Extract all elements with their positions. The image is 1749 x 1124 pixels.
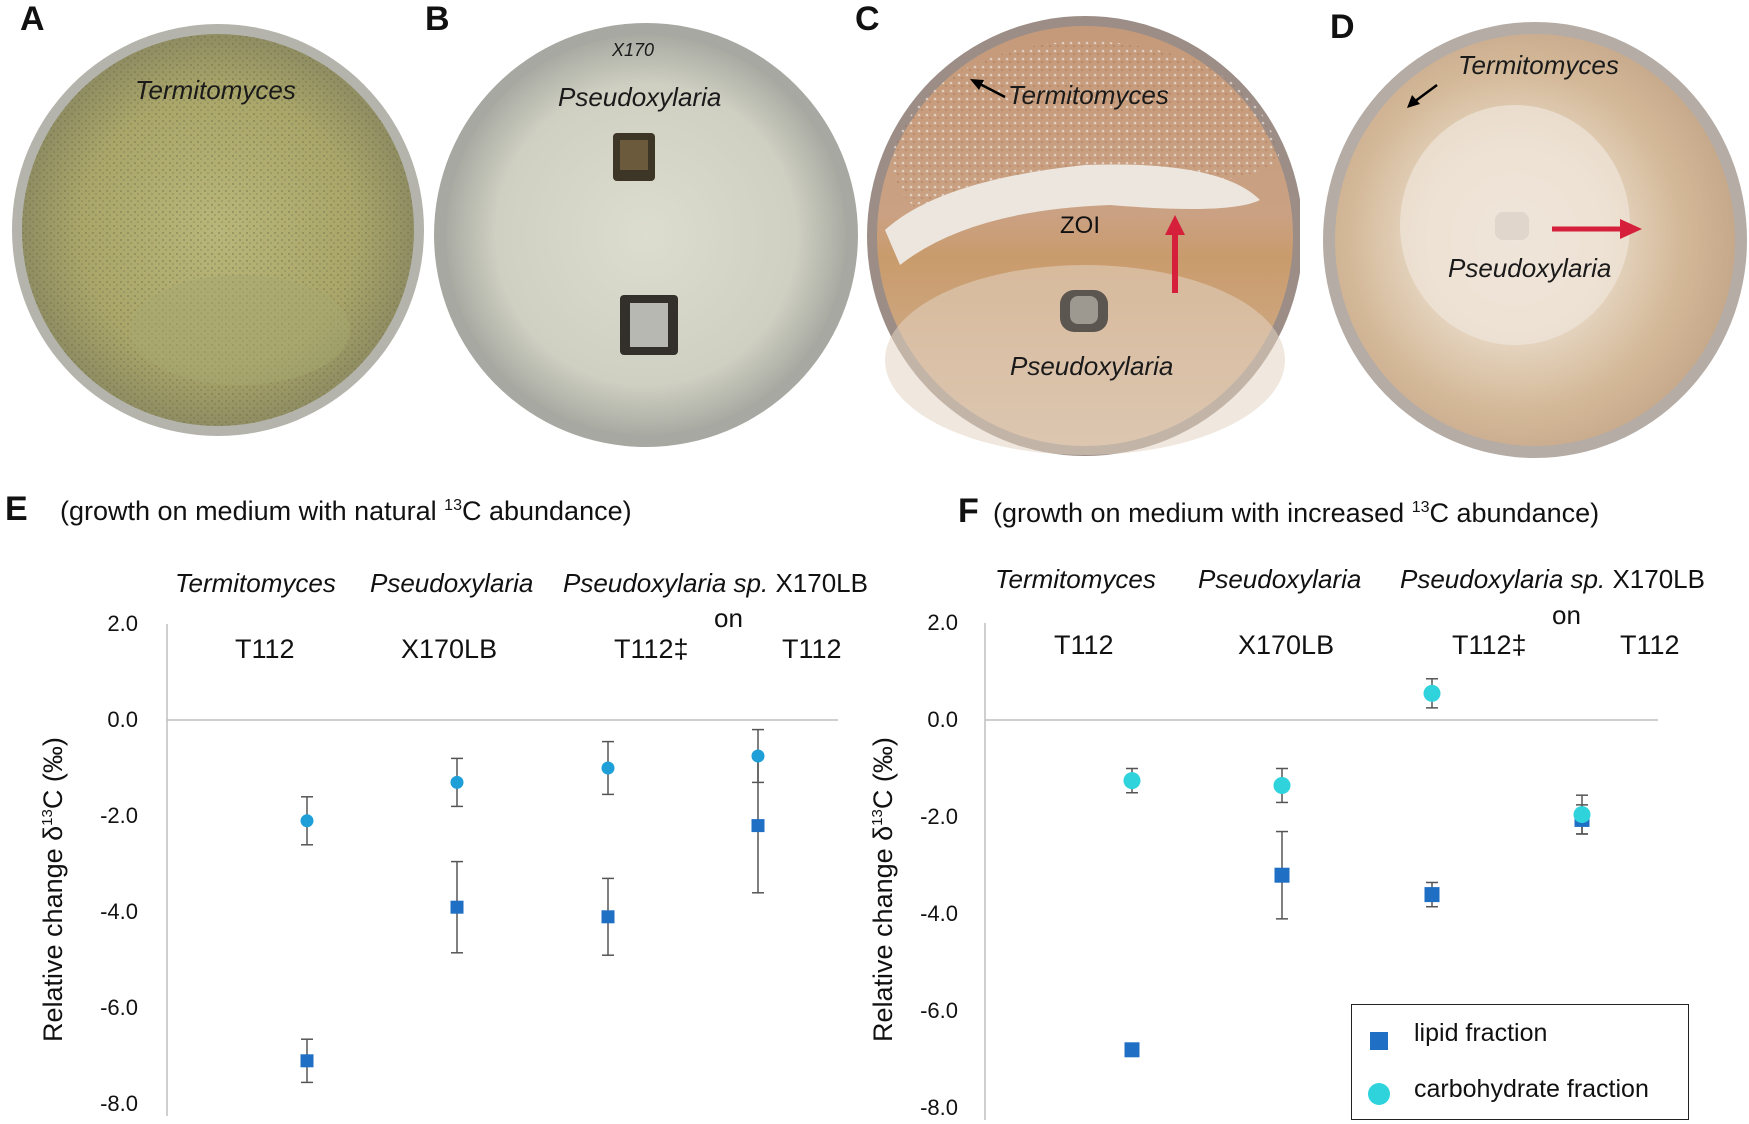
chart-e-ytick-label: 2.0 [107, 611, 138, 636]
chart-e-title: (growth on medium with natural 13C abund… [60, 496, 632, 527]
chart-e-header-on: on [714, 603, 743, 633]
panel-letter-c: C [855, 0, 880, 38]
chart-e-category-3: T112‡ [614, 634, 689, 664]
petri-dish-d [1320, 0, 1749, 470]
chart-e-header-pseudo-sp: Pseudoxylaria sp. X170LB [563, 568, 868, 598]
label-pseudoxylaria-d: Pseudoxylaria [1448, 253, 1612, 283]
legend-lipid-label: lipid fraction [1414, 1019, 1548, 1047]
chart-e-title-prefix: (growth on medium with natural [60, 496, 445, 526]
chart-f-header-pseudoxylaria: Pseudoxylaria [1198, 564, 1362, 594]
chart-f-header-termitomyces: Termitomyces [995, 564, 1156, 594]
chart-f-title-sup: 13 [1411, 499, 1430, 516]
chart-f-title-suffix: C abundance) [1429, 498, 1600, 528]
label-termitomyces-c: Termitomyces [1008, 80, 1169, 110]
chart-f-ytick-label: -2.0 [920, 804, 958, 829]
chart-e-category-2: X170LB [401, 634, 498, 664]
chart-e-header-pseudoxylaria: Pseudoxylaria [370, 568, 534, 598]
chart-e-carbohydrate-point [601, 761, 615, 775]
chart-f-lipid-point [1274, 867, 1290, 883]
panel-letter-b: B [425, 0, 450, 38]
label-termitomyces-d: Termitomyces [1458, 50, 1619, 80]
petri-dish-b [430, 0, 860, 460]
chart-f-ytick-label: -4.0 [920, 901, 958, 926]
label-pseudoxylaria-b: Pseudoxylaria [558, 82, 722, 112]
chart-f-ytick-label: -6.0 [920, 998, 958, 1023]
panel-letter-d: D [1330, 8, 1355, 46]
label-x170-marking: X170 [612, 40, 655, 60]
chart-f-title-prefix: (growth on medium with increased [993, 498, 1412, 528]
panel-letter-a: A [20, 0, 45, 38]
chart-e-carbohydrate-point [450, 775, 464, 789]
legend-lipid-marker [1370, 1032, 1388, 1050]
chart-e-carbohydrate-point [300, 814, 314, 828]
chart-e-ytick-label: 0.0 [107, 707, 138, 732]
chart-f-category-2: X170LB [1238, 630, 1335, 660]
chart-f-lipid-point [1124, 1042, 1140, 1058]
panel-letter-e: E [5, 490, 28, 528]
chart-e-title-sup: 13 [444, 497, 462, 514]
chart-e-title-suffix: C abundance) [461, 496, 632, 526]
chart-e-header-termitomyces: Termitomyces [175, 568, 336, 598]
chart-e-category-4: T112 [782, 634, 842, 664]
chart-e-category-1: T112 [235, 634, 295, 664]
chart-e-ytick-label: -6.0 [100, 995, 138, 1020]
chart-f-ytick-label: -8.0 [920, 1095, 958, 1120]
label-termitomyces-a: Termitomyces [135, 75, 296, 105]
legend-carbohydrate-marker [1368, 1083, 1390, 1105]
chart-f-legend: lipid fraction carbohydrate fraction [1351, 1004, 1689, 1120]
chart-e-ytick-label: -8.0 [100, 1091, 138, 1116]
chart-f-ytick-label: 2.0 [927, 610, 958, 635]
chart-f-category-1: T112 [1054, 630, 1114, 660]
chart-f-title: (growth on medium with increased 13C abu… [993, 498, 1599, 529]
label-zoi: ZOI [1060, 212, 1100, 239]
chart-f-header-pseudo-sp: Pseudoxylaria sp. X170LB [1400, 564, 1705, 594]
panel-letter-f: F [958, 492, 979, 530]
chart-f-category-3: T112‡ [1452, 630, 1527, 660]
chart-f-lipid-point [1424, 887, 1440, 903]
petri-dish-c [860, 0, 1300, 470]
chart-f-carbohydrate-point [1423, 684, 1441, 702]
chart-e-lipid-point [450, 900, 464, 914]
chart-f-category-4: T112 [1620, 630, 1680, 660]
chart-f-carbohydrate-point [1123, 772, 1141, 790]
chart-e-lipid-point [601, 910, 615, 924]
chart-f-carbohydrate-point [1573, 806, 1591, 824]
chart-f-ytick-label: 0.0 [927, 707, 958, 732]
label-pseudoxylaria-c: Pseudoxylaria [1010, 351, 1174, 381]
chart-f-carbohydrate-point [1273, 776, 1291, 794]
chart-e-lipid-point [751, 819, 765, 833]
chart-e-ytick-label: -2.0 [100, 803, 138, 828]
chart-e-ytick-label: -4.0 [100, 899, 138, 924]
legend-carbohydrate-label: carbohydrate fraction [1414, 1075, 1649, 1103]
chart-e-carbohydrate-point [751, 749, 765, 763]
petri-dish-a [0, 0, 430, 460]
chart-e-lipid-point [300, 1054, 314, 1068]
chart-f-header-on: on [1552, 600, 1581, 630]
